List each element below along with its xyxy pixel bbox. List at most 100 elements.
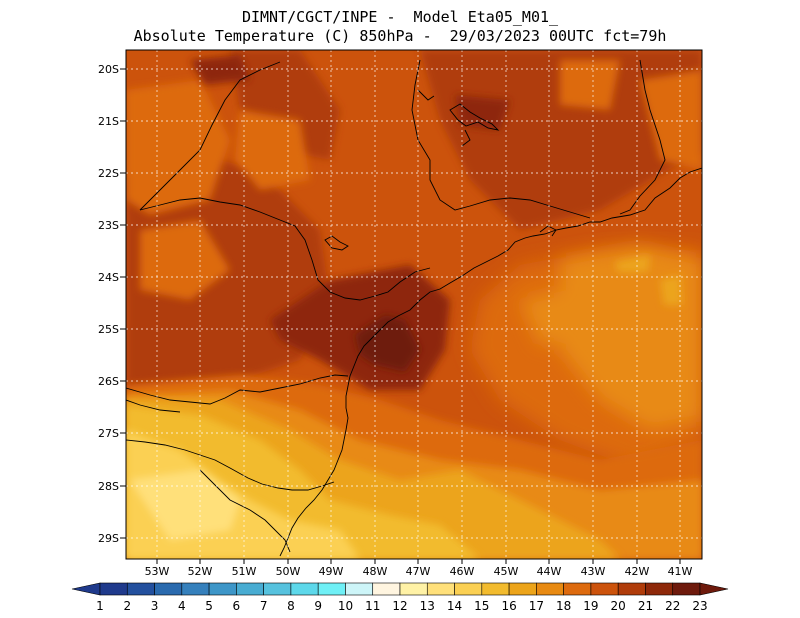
lat-label-27s: 27S (98, 427, 119, 440)
lat-label-25s: 25S (98, 323, 119, 336)
colorbar-segment (399, 582, 428, 596)
lat-label-29s: 29S (98, 532, 119, 545)
colorbar-label: 2 (123, 599, 131, 613)
state-border-mg-rj-es (619, 59, 666, 215)
colorbar-label: 9 (314, 599, 322, 613)
colorbar-label: 20 (611, 599, 626, 613)
colorbar-segment (454, 582, 483, 596)
state-border-sp-pr (139, 197, 431, 301)
colorbar-label: 21 (638, 599, 653, 613)
colorbar-label: 11 (365, 599, 380, 613)
colorbar-label: 19 (583, 599, 598, 613)
colorbar-label: 3 (151, 599, 159, 613)
colorbar-segment (372, 582, 401, 596)
colorbar-label: 10 (338, 599, 353, 613)
colorbar-segment (617, 582, 646, 596)
colorbar-segment (426, 582, 455, 596)
state-border-pr-sc (126, 374, 349, 405)
temperature-field (126, 50, 702, 559)
map-frame (125, 49, 703, 560)
temp-band-21-north (190, 55, 250, 85)
lon-label-52w: 52W (188, 565, 213, 578)
temp-band-17-ocean-west (520, 290, 580, 345)
lon-label-50w: 50W (276, 565, 301, 578)
lon-label-45w: 45W (494, 565, 519, 578)
lon-label-46w: 46W (450, 565, 475, 578)
national-border (126, 399, 181, 413)
lon-label-44w: 44W (537, 565, 562, 578)
colorbar-segment (236, 582, 264, 596)
colorbar-segment (263, 582, 292, 596)
temp-band-18-northeast (640, 70, 702, 170)
lon-label-42w: 42W (625, 565, 650, 578)
title-line-1: DIMNT/CGCT/INPE - Model Eta05_M01_ (241, 8, 559, 26)
colorbar-segment (672, 582, 701, 596)
colorbar-segment (126, 582, 155, 596)
colorbar-segment (590, 582, 619, 596)
lat-label-20s: 20S (98, 63, 119, 76)
colorbar-label: 5 (205, 599, 213, 613)
colorbar-label: 15 (474, 599, 489, 613)
temp-band-16-patch-1 (615, 255, 650, 272)
lon-label-41w: 41W (668, 565, 693, 578)
rivers-mg (417, 89, 471, 147)
lat-label-22s: 22S (98, 167, 119, 180)
reservoir-outline (449, 103, 500, 131)
lon-label-43w: 43W (581, 565, 606, 578)
colorbar-segment (99, 582, 128, 596)
latitude-axis: 20S 21S 22S 23S 24S 25S 26S 27S 28S 29S (98, 63, 126, 545)
border-southwest (199, 469, 291, 553)
temp-band-18-west (140, 220, 230, 300)
temp-band-18-interior (235, 110, 310, 190)
colorbar-segment (208, 582, 237, 596)
temp-band-20-northwest (230, 50, 340, 160)
longitude-axis: 53W 52W 51W 50W 49W 48W 47W 46W 45W 44W … (145, 559, 693, 578)
lat-label-23s: 23S (98, 219, 119, 232)
colorbar-segment (645, 582, 674, 596)
colorbar-label: 22 (665, 599, 680, 613)
colorbar-arrow-high (699, 582, 729, 596)
temp-band-18-northwest (126, 80, 230, 215)
colorbar-label: 18 (556, 599, 571, 613)
colorbar-segment (481, 582, 510, 596)
reservoir-sp (324, 235, 349, 251)
colorbar-label: 12 (392, 599, 407, 613)
colorbar-label: 17 (529, 599, 544, 613)
graticule (126, 50, 702, 559)
colorbar-segment (154, 582, 183, 596)
lat-label-21s: 21S (98, 115, 119, 128)
bay-rj (539, 225, 557, 237)
colorbar-label: 7 (260, 599, 268, 613)
colorbar-label: 8 (287, 599, 295, 613)
temp-band-13-patch (130, 470, 240, 540)
lon-label-53w: 53W (145, 565, 170, 578)
lon-label-47w: 47W (406, 565, 431, 578)
state-border-sp-mg (411, 59, 591, 219)
lon-label-51w: 51W (232, 565, 257, 578)
title-line-2: Absolute Temperature (C) 850hPa - 29/03/… (133, 27, 667, 45)
colorbar-arrow-low (71, 582, 101, 596)
colorbar-label: 16 (501, 599, 516, 613)
colorbar-label: 23 (692, 599, 707, 613)
colorbar-label: 4 (178, 599, 186, 613)
colorbar-segment (345, 582, 374, 596)
lon-label-49w: 49W (319, 565, 344, 578)
colorbar-segment (290, 582, 319, 596)
colorbar: 1 2 3 4 5 6 7 8 9 10 11 12 13 14 15 16 17 18 19 20 21 22 23 (71, 582, 729, 613)
colorbar-label: 6 (233, 599, 241, 613)
colorbar-segment (508, 582, 537, 596)
colorbar-label: 14 (447, 599, 462, 613)
colorbar-label: 13 (420, 599, 435, 613)
temp-band-16-patch-2 (660, 275, 682, 305)
colorbar-segment (317, 582, 346, 596)
temp-band-20-north (126, 50, 702, 230)
colorbar-segment (181, 582, 210, 596)
colorbar-label: 1 (96, 599, 104, 613)
state-border-ms-sp (139, 61, 281, 211)
colorbar-segment (536, 582, 564, 596)
lat-label-26s: 26S (98, 375, 119, 388)
lat-label-28s: 28S (98, 480, 119, 493)
temp-band-18-north (560, 60, 620, 110)
